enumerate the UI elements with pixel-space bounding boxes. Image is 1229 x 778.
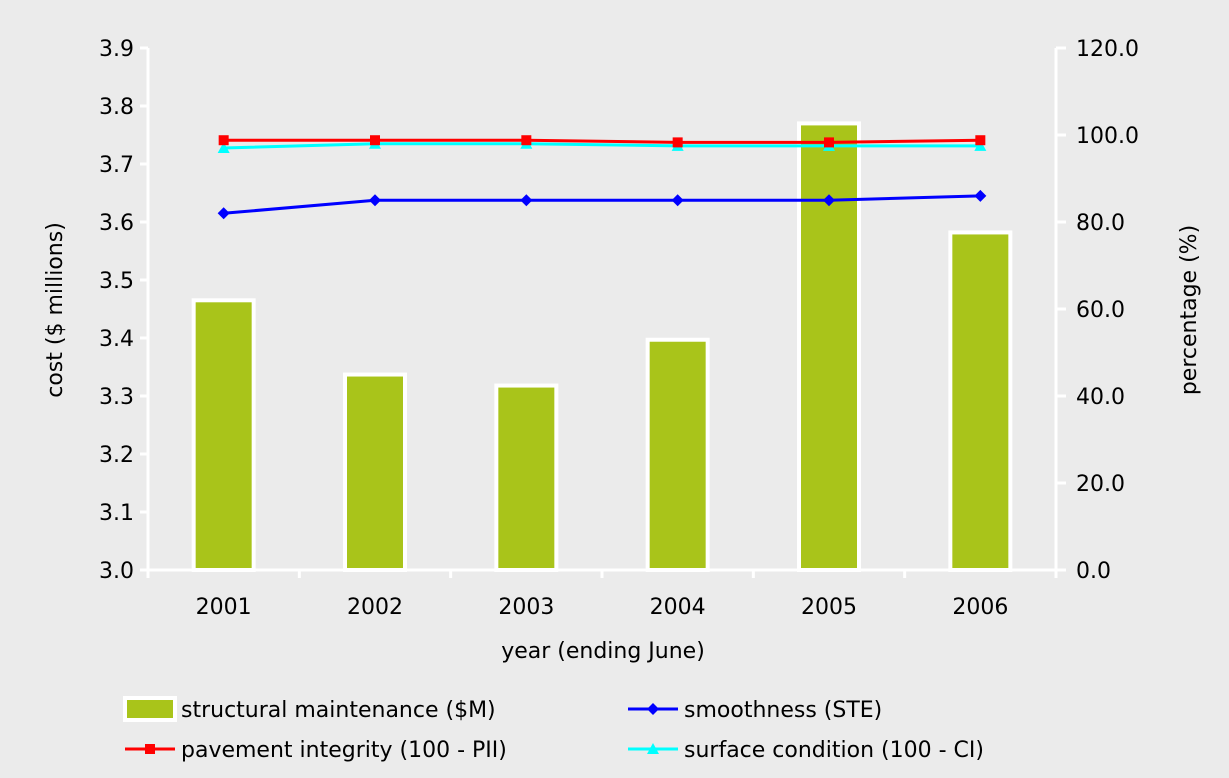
x-tick-label: 2004	[650, 595, 706, 620]
x-tick-label: 2001	[196, 595, 252, 620]
y2-tick-label: 0.0	[1076, 559, 1111, 584]
series-line	[223, 142, 981, 150]
y2-tick-label: 80.0	[1076, 211, 1125, 236]
y2-tick-label: 120.0	[1076, 37, 1139, 62]
diamond-marker	[974, 189, 987, 202]
bar	[494, 383, 559, 572]
legend: structural maintenance ($M) smoothness (S…	[123, 696, 984, 763]
diamond-marker	[671, 194, 684, 207]
bar	[343, 372, 407, 573]
y-tick-label: 3.1	[99, 501, 134, 526]
bar	[191, 298, 256, 572]
square-marker	[370, 135, 380, 146]
y2-axis-title: percentage (%)	[1177, 225, 1202, 395]
y2-tick-label: 40.0	[1076, 385, 1125, 410]
y-tick-label: 3.7	[99, 153, 134, 178]
square-marker	[218, 135, 229, 146]
bar	[797, 121, 861, 573]
triangle-marker	[217, 142, 230, 154]
legend-label: pavement integrity (100 - PII)	[181, 738, 507, 763]
y-tick-label: 3.0	[99, 559, 134, 584]
diamond-marker	[369, 194, 381, 207]
legend-label: structural maintenance ($M)	[181, 698, 496, 723]
square-marker	[521, 135, 532, 146]
x-tick-label: 2002	[347, 595, 403, 620]
y2-tick-label: 100.0	[1076, 124, 1139, 149]
diamond-marker	[217, 207, 230, 220]
lines-layer	[217, 135, 987, 220]
diamond-marker	[823, 194, 835, 207]
legend-label: smoothness (STE)	[684, 698, 882, 723]
square-marker	[824, 137, 834, 148]
y2-tick-label: 20.0	[1076, 472, 1125, 497]
legend-label: surface condition (100 - CI)	[684, 738, 984, 763]
diamond-marker	[647, 703, 659, 715]
y-tick-label: 3.2	[99, 443, 134, 468]
bars-layer	[191, 121, 1013, 573]
axes-layer: 3.0 3.1 3.2 3.3 3.4 3.5 3.6 3.7 3.8 3.9 0.0 20.0 40.…	[99, 37, 1139, 620]
series-line	[223, 138, 981, 144]
x-tick-label: 2006	[952, 595, 1008, 620]
square-marker	[145, 744, 155, 754]
bar	[645, 337, 710, 572]
y-tick-label: 3.5	[99, 269, 134, 294]
legend-item: smoothness (STE)	[628, 698, 882, 723]
legend-item: pavement integrity (100 - PII)	[125, 738, 507, 763]
x-axis-title: year (ending June)	[501, 639, 705, 664]
y-tick-label: 3.6	[99, 211, 134, 236]
legend-item: surface condition (100 - CI)	[628, 738, 984, 763]
y-tick-label: 3.9	[99, 37, 134, 62]
x-tick-label: 2005	[801, 595, 857, 620]
square-marker	[672, 137, 683, 148]
bar	[948, 230, 1013, 572]
x-tick-label: 2003	[498, 595, 554, 620]
y-tick-label: 3.4	[99, 327, 134, 352]
diamond-marker	[520, 194, 533, 207]
legend-item: structural maintenance ($M)	[123, 696, 496, 723]
triangle-marker	[974, 139, 987, 151]
square-marker	[975, 135, 986, 146]
series-line	[223, 194, 981, 215]
y2-tick-label: 60.0	[1076, 298, 1125, 323]
y-tick-label: 3.8	[99, 95, 134, 120]
y-axis-title: cost ($ millions)	[43, 222, 68, 398]
triangle-marker	[647, 743, 659, 754]
y-tick-label: 3.3	[99, 385, 134, 410]
legend-swatch-bar	[123, 696, 177, 722]
